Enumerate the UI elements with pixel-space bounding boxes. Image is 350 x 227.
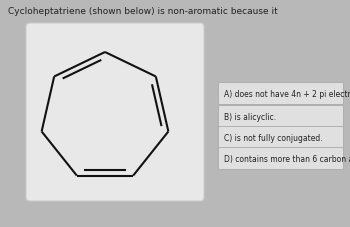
Text: C) is not fully conjugated.: C) is not fully conjugated. — [224, 133, 323, 142]
FancyBboxPatch shape — [26, 24, 204, 201]
Text: A) does not have 4n + 2 pi electrons.: A) does not have 4n + 2 pi electrons. — [224, 90, 350, 99]
Text: D) contains more than 6 carbon atoms.: D) contains more than 6 carbon atoms. — [224, 154, 350, 163]
FancyBboxPatch shape — [218, 127, 343, 149]
Text: B) is alicyclic.: B) is alicyclic. — [224, 113, 276, 121]
FancyBboxPatch shape — [218, 148, 343, 170]
Text: Cycloheptatriene (shown below) is non-aromatic because it: Cycloheptatriene (shown below) is non-ar… — [8, 7, 278, 16]
FancyBboxPatch shape — [218, 83, 343, 105]
FancyBboxPatch shape — [218, 106, 343, 128]
